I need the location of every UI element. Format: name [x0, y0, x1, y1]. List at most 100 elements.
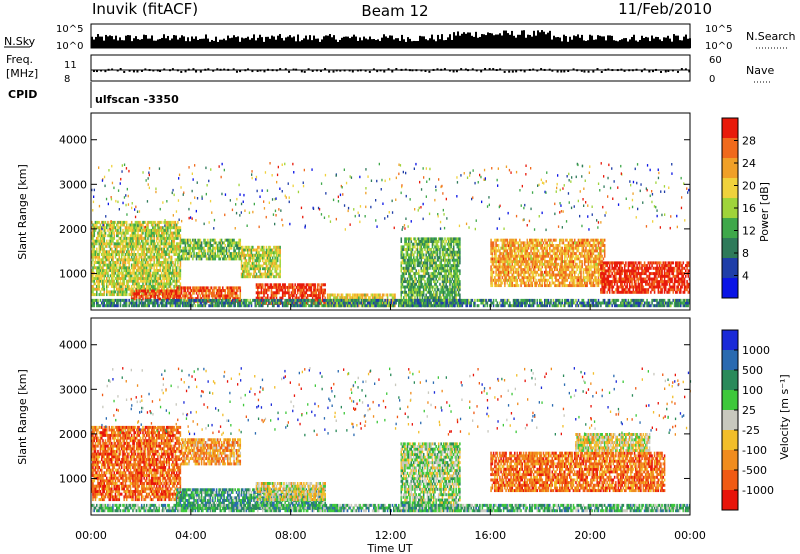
echo-cell: [177, 231, 179, 235]
echo-cell: [427, 282, 430, 286]
echo-cell: [155, 239, 158, 243]
echo-cell: [293, 294, 295, 297]
echo-cell: [177, 294, 179, 298]
echo-cell: [138, 242, 140, 246]
echo-cell: [497, 246, 500, 250]
echo-cell: [403, 245, 405, 249]
echo-cell: [92, 285, 94, 288]
echo-cell: [416, 237, 419, 241]
echo-cell: [164, 297, 167, 301]
echo-cell: [515, 238, 517, 242]
echo-cell: [99, 269, 102, 272]
echo-cell: [150, 236, 153, 240]
frequency-point: [651, 70, 654, 73]
echo-cell: [264, 259, 267, 263]
echo-cell: [111, 290, 113, 294]
noise-tick-top-right: 10^5: [705, 24, 732, 35]
echo-cell: [94, 228, 97, 232]
echo-cell: [207, 241, 209, 245]
echo-cell: [106, 282, 108, 286]
echo-cell: [212, 257, 214, 261]
echo-cell: [144, 258, 147, 262]
echo-cell: [135, 282, 138, 286]
noise-bar: [273, 36, 275, 48]
echo-cell: [501, 276, 504, 280]
echo-cell: [441, 237, 444, 241]
echo-cell: [369, 298, 371, 302]
echo-cell: [192, 257, 194, 261]
echo-cell: [137, 269, 139, 272]
echo-cell: [91, 285, 93, 288]
echo-cell: [404, 298, 406, 302]
echo-cell: [270, 302, 273, 305]
echo-cell: [354, 293, 356, 297]
echo-cell: [449, 282, 451, 286]
echo-cell: [113, 285, 116, 288]
echo-cell: [323, 288, 325, 292]
echo-cell: [165, 242, 168, 246]
echo-cell: [147, 285, 149, 288]
echo-cell: [418, 258, 420, 262]
echo-cell: [135, 289, 138, 293]
echo-cell: [504, 281, 506, 285]
echo-cell: [288, 285, 290, 289]
echo-cell: [276, 245, 279, 249]
echo-cell: [116, 261, 118, 264]
echo-cell: [408, 253, 410, 257]
echo-cell: [152, 226, 154, 230]
echo-cell: [437, 240, 440, 243]
echo-cell: [91, 255, 93, 259]
echo-cell: [120, 269, 123, 272]
echo-cell: [122, 250, 124, 254]
echo-cell: [244, 245, 247, 249]
frequency-point: [184, 70, 187, 73]
noise-bar: [397, 38, 399, 48]
echo-cell: [316, 288, 319, 292]
echo-cell: [355, 296, 358, 300]
echo-cell: [112, 277, 114, 280]
noise-bar: [523, 30, 525, 48]
echo-cell: [408, 245, 410, 249]
echo-cell: [160, 242, 163, 246]
echo-cell: [125, 285, 128, 288]
echo-cell: [129, 244, 132, 248]
echo-cell: [406, 248, 409, 251]
echo-cell: [243, 269, 245, 273]
echo-cell: [182, 294, 184, 298]
echo-cell: [177, 244, 179, 248]
echo-cell: [173, 244, 175, 248]
echo-cell: [426, 250, 429, 254]
echo-cell: [373, 296, 375, 300]
echo-cell: [267, 253, 269, 257]
echo-cell: [134, 297, 137, 301]
echo-cell: [199, 286, 202, 290]
echo-cell: [459, 282, 461, 286]
echo-cell: [192, 238, 194, 242]
echo-cell: [225, 286, 228, 290]
echo-cell: [98, 239, 101, 243]
echo-cell: [103, 226, 106, 230]
echo-cell: [169, 236, 172, 240]
echo-cell: [168, 274, 170, 278]
echo-cell: [175, 234, 178, 238]
noise-bar: [611, 35, 613, 48]
frequency-point: [607, 68, 610, 71]
echo-cell: [178, 277, 180, 280]
noise-bar: [375, 40, 377, 48]
echo-cell: [107, 223, 109, 227]
echo-cell: [157, 269, 159, 272]
echo-cell: [152, 242, 154, 246]
echo-cell: [168, 223, 170, 227]
echo-cell: [215, 294, 218, 298]
freq-label-1: Freq.: [6, 53, 33, 66]
echo-cell: [425, 288, 427, 292]
echo-cell: [149, 292, 152, 296]
echo-cell: [143, 250, 145, 254]
echo-cell: [408, 269, 410, 273]
echo-cell: [102, 266, 104, 270]
echo-cell: [279, 248, 281, 252]
echo-cell: [96, 247, 98, 251]
echo-cell: [435, 277, 437, 281]
echo-cell: [257, 294, 259, 297]
echo-cell: [139, 285, 142, 288]
